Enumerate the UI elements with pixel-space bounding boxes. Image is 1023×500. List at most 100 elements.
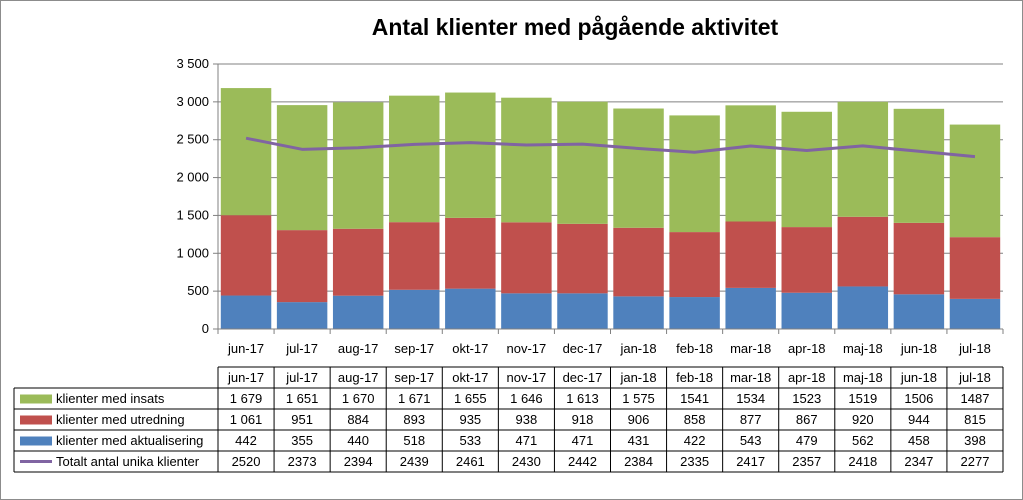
table-value-cell: 1 575	[622, 391, 655, 406]
bar-segment	[725, 287, 776, 329]
table-value-cell: 2418	[848, 454, 877, 469]
bar-segment	[837, 286, 889, 329]
bar-segment	[893, 222, 945, 295]
table-value-cell: 1 613	[566, 391, 599, 406]
bar-segment	[501, 97, 552, 223]
table-value-cell: 2373	[288, 454, 317, 469]
bar-segment	[557, 101, 608, 224]
legend-label: Totalt antal unika klienter	[56, 454, 200, 469]
bar-segment	[669, 115, 720, 233]
bar-segment	[949, 237, 1001, 299]
table-value-cell: 938	[516, 412, 538, 427]
table-header-cell: jan-18	[619, 370, 656, 385]
bar-segment	[276, 105, 328, 231]
x-tick-label: jun-18	[900, 341, 937, 356]
table-value-cell: 1 671	[398, 391, 431, 406]
y-tick-label: 500	[187, 283, 209, 298]
bar-segment	[220, 295, 272, 329]
x-tick-label: jun-17	[227, 341, 264, 356]
data-table: jun-17 jul-17 aug-17 sep-17 okt-17 nov-17 dec-…	[13, 366, 1004, 473]
table-value-cell: 2335	[680, 454, 709, 469]
table-value-cell: 1 646	[510, 391, 543, 406]
table-value-cell: 2439	[400, 454, 429, 469]
table-header-cell: jul-17	[285, 370, 318, 385]
y-tick-label: 2 500	[176, 132, 209, 147]
x-tick-label: aug-17	[338, 341, 378, 356]
table-value-cell: 1506	[904, 391, 933, 406]
bar-segment	[332, 228, 384, 296]
table-value-cell: 422	[684, 433, 706, 448]
y-tick-label: 0	[202, 321, 209, 336]
bar-segment	[669, 232, 720, 298]
table-header-cell: jul-18	[958, 370, 991, 385]
table-value-cell: 2461	[456, 454, 485, 469]
bar-segment	[220, 88, 272, 216]
table-header-cell: feb-18	[676, 370, 713, 385]
table-header-cell: jun-18	[900, 370, 937, 385]
table-value-cell: 2384	[624, 454, 653, 469]
table-value-cell: 1 679	[230, 391, 263, 406]
bar-segment	[837, 101, 889, 217]
table-value-cell: 518	[403, 433, 425, 448]
bar-segment	[389, 222, 440, 290]
bar-segment	[725, 105, 776, 222]
table-value-cell: 858	[684, 412, 706, 427]
table-value-cell: 398	[964, 433, 986, 448]
table-value-cell: 1534	[736, 391, 765, 406]
table-value-cell: 935	[459, 412, 481, 427]
y-tick-label: 2 000	[176, 170, 209, 185]
y-tick-label: 1 500	[176, 207, 209, 222]
bar-segment	[613, 296, 664, 329]
table-value-cell: 867	[796, 412, 818, 427]
x-tick-label: sep-17	[394, 341, 434, 356]
legend-label: klienter med utredning	[56, 412, 185, 427]
bar-segment	[949, 298, 1001, 329]
bar-segment	[613, 108, 664, 228]
legend-swatch	[20, 415, 52, 425]
y-tick-label: 1 000	[176, 245, 209, 260]
table-value-cell: 471	[516, 433, 538, 448]
bar-segment	[445, 92, 496, 218]
bar-segment	[613, 227, 664, 297]
bar-segment	[893, 108, 945, 223]
total-line	[245, 136, 976, 159]
bar-segment	[220, 215, 272, 296]
table-value-cell: 479	[796, 433, 818, 448]
table-header-cell: jun-17	[227, 370, 264, 385]
table-value-cell: 2430	[512, 454, 541, 469]
table-value-cell: 2520	[232, 454, 261, 469]
table-value-cell: 355	[291, 433, 313, 448]
table-header-cell: apr-18	[788, 370, 826, 385]
chart-title: Antal klienter med pågående aktivitet	[371, 14, 779, 40]
table-value-cell: 884	[347, 412, 369, 427]
table-value-cell: 533	[459, 433, 481, 448]
table-value-cell: 2394	[344, 454, 373, 469]
bar-segment	[332, 295, 384, 329]
bar-segment	[501, 293, 552, 329]
x-tick-label: jan-18	[619, 341, 656, 356]
bar-segment	[276, 230, 328, 303]
series-line-total	[245, 136, 976, 159]
table-value-cell: 1541	[680, 391, 709, 406]
x-tick-label: jul-18	[958, 341, 991, 356]
x-tick-label: feb-18	[676, 341, 713, 356]
table-value-cell: 1487	[961, 391, 990, 406]
table-value-cell: 1 670	[342, 391, 375, 406]
table-value-cell: 1 061	[230, 412, 263, 427]
table-value-cell: 906	[628, 412, 650, 427]
table-header-cell: maj-18	[843, 370, 883, 385]
bar-segment	[781, 227, 832, 293]
x-axis: jun-17 jul-17 aug-17 sep-17 okt-17 nov-17 dec-…	[217, 328, 1004, 356]
table-value-cell: 2277	[961, 454, 990, 469]
bar-segment	[725, 221, 776, 288]
table-value-cell: 1519	[848, 391, 877, 406]
bar-segment	[893, 294, 945, 329]
table-header-cell: okt-17	[452, 370, 488, 385]
legend-swatch	[20, 394, 52, 404]
table-header-cell: nov-17	[507, 370, 547, 385]
bar-segment	[389, 289, 440, 329]
x-tick-label: dec-17	[563, 341, 603, 356]
table-value-cell: 893	[403, 412, 425, 427]
bar-segment	[445, 288, 496, 329]
